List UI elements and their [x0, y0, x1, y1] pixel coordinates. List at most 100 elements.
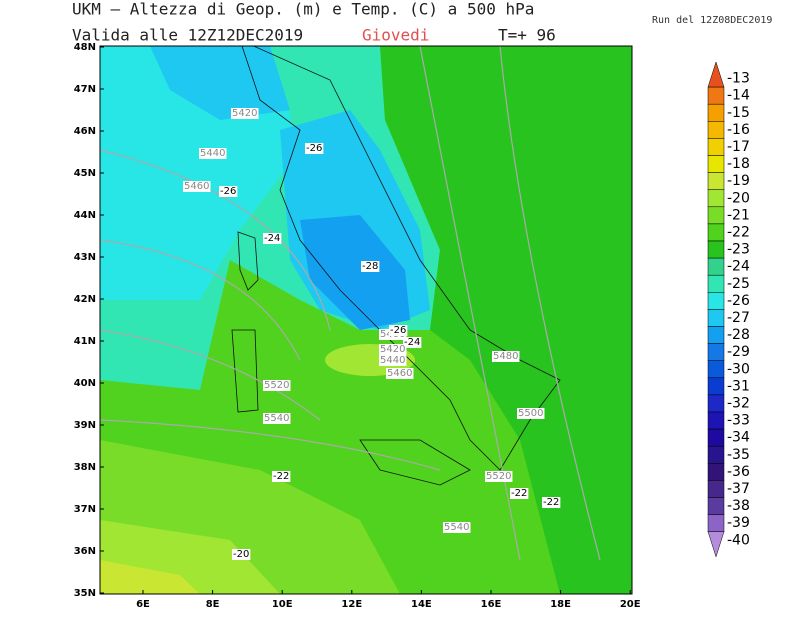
- lat-label: 41N: [74, 336, 96, 347]
- legend-swatch: [707, 274, 725, 293]
- legend-label: -32: [727, 395, 750, 411]
- lon-label: 20E: [620, 599, 641, 610]
- contour-label-box: [263, 413, 291, 424]
- field: [300, 215, 410, 330]
- legend-swatch: [707, 411, 725, 430]
- contour-label: 5440: [200, 148, 225, 159]
- legend-label: -38: [727, 498, 750, 514]
- lat-label: 48N: [74, 42, 96, 53]
- legend-swatch: [707, 292, 725, 310]
- legend-label: -16: [727, 122, 750, 138]
- contour-label-box: [510, 488, 529, 499]
- contour-label-box: [232, 549, 251, 560]
- contour-label-box: [403, 337, 422, 348]
- lat-label: 44N: [74, 210, 96, 221]
- legend-label: -19: [727, 173, 750, 189]
- legend-swatch: [707, 155, 725, 173]
- contour: [100, 46, 601, 561]
- legend-swatch: [707, 206, 725, 225]
- frame: [99, 45, 633, 595]
- contour-label-box: [379, 355, 407, 366]
- contour-labels: 5420 5440 5460 -26 -26 -24 -28 5400 -26 …: [183, 108, 561, 560]
- legend-swatch: [707, 343, 725, 361]
- contour-label: 5520: [486, 471, 511, 482]
- legend-swatch: [707, 360, 725, 379]
- contour-label-box: [231, 108, 259, 119]
- contour-label: -24: [404, 337, 420, 348]
- legend-swatch: [707, 121, 725, 139]
- contour-label: -26: [220, 186, 236, 197]
- legend-swatch: [707, 103, 725, 122]
- legend-label: -23: [727, 242, 750, 258]
- contour-label: -28: [362, 261, 378, 272]
- lon-label: 10E: [272, 599, 293, 610]
- legend-label: -33: [727, 413, 750, 429]
- legend-label: -13: [727, 71, 750, 87]
- contour-label: 5420: [232, 108, 257, 119]
- legend-label: -21: [727, 207, 750, 223]
- lat-label: 46N: [74, 126, 96, 137]
- legend-label: -15: [727, 105, 750, 121]
- contour-label: -22: [273, 471, 289, 482]
- lat-label: 35N: [74, 588, 96, 599]
- legend-swatch: [707, 497, 725, 515]
- contour-label: -22: [543, 497, 559, 508]
- legend-swatch: [707, 172, 725, 190]
- legend-label: -40: [727, 532, 750, 548]
- contour-label-box: [263, 233, 282, 244]
- contour-label: -26: [306, 143, 322, 154]
- contour-label: 5460: [184, 181, 209, 192]
- legend-label: -14: [727, 88, 750, 104]
- legend-label: -20: [727, 190, 750, 206]
- lon-label: 18E: [550, 599, 571, 610]
- contour-label-box: [219, 186, 238, 197]
- legend-label: -25: [727, 276, 750, 292]
- lat-label: 42N: [74, 294, 96, 305]
- legend-swatch: [707, 240, 725, 259]
- legend-swatch: [707, 480, 725, 498]
- legend-label: -28: [727, 327, 750, 343]
- lat-label: 45N: [74, 168, 96, 179]
- legend-label: -30: [727, 361, 750, 377]
- contour-label: 5420: [380, 344, 405, 355]
- lat-label: 39N: [74, 420, 96, 431]
- lon-label: 16E: [481, 599, 502, 610]
- legend-swatch: [707, 394, 725, 413]
- legend-label: -34: [727, 430, 750, 446]
- coastline: [231, 231, 471, 486]
- legend-label: -29: [727, 344, 750, 360]
- contour-label-box: [305, 143, 324, 154]
- coastline: [241, 46, 561, 471]
- legend-swatch: [707, 445, 725, 464]
- contour-label-box: [443, 522, 471, 533]
- contour-label-box: [389, 325, 408, 336]
- legend-label: -37: [727, 481, 750, 497]
- lat-label: 38N: [74, 462, 96, 473]
- contour-label: 5540: [264, 413, 289, 424]
- legend-swatch: [707, 86, 725, 105]
- contour-label: 5540: [444, 522, 469, 533]
- legend-swatch: [707, 377, 725, 396]
- legend-swatch: [707, 309, 725, 327]
- contour-label: -26: [390, 325, 406, 336]
- lat-label: 36N: [74, 546, 96, 557]
- contour-label: -22: [511, 488, 527, 499]
- legend-swatch: [707, 257, 725, 276]
- legend-label: -26: [727, 293, 750, 309]
- legend-swatch: [707, 463, 725, 481]
- contour-label-box: [272, 471, 291, 482]
- lat-label: 43N: [74, 252, 96, 263]
- lon-label: 14E: [411, 599, 432, 610]
- contour-label: 5440: [380, 355, 405, 366]
- contour-label-box: [263, 380, 291, 391]
- field: [150, 46, 290, 120]
- legend-label: -35: [727, 447, 750, 463]
- lon-label: 6E: [136, 599, 150, 610]
- legend-label: -27: [727, 310, 750, 326]
- contour-label: 5460: [387, 368, 412, 379]
- legend-label: -18: [727, 156, 750, 172]
- legend-cap: [707, 531, 725, 558]
- contour-label: 5480: [493, 351, 518, 362]
- legend-label: -36: [727, 464, 750, 480]
